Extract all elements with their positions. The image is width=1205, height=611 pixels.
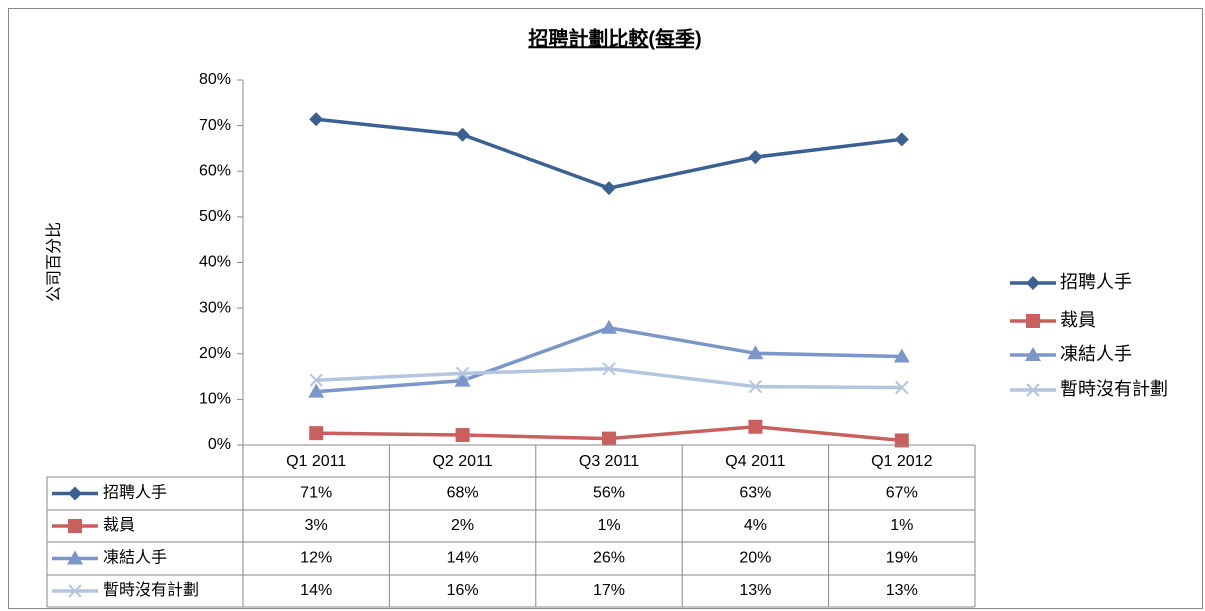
table-cell: 12% (300, 550, 332, 567)
table-cell: 68% (447, 485, 479, 502)
data-point (748, 379, 763, 394)
y-tick-label: 50% (199, 208, 231, 225)
table-row-label: 凍結人手 (103, 549, 167, 567)
table-legend-marker (68, 486, 82, 501)
y-tick-label: 10% (199, 391, 231, 408)
table-cell: 3% (305, 517, 328, 534)
y-tick-label: 40% (199, 254, 231, 271)
data-point (893, 348, 910, 363)
data-point (455, 427, 470, 442)
legend-marker (1025, 347, 1041, 361)
data-point (601, 319, 617, 334)
data-point (747, 345, 764, 360)
y-tick-label: 80% (199, 71, 231, 88)
table-cell: 14% (447, 550, 479, 567)
legend-marker (1026, 314, 1040, 328)
data-point (308, 383, 325, 398)
table-row-label: 招聘人手 (103, 484, 167, 502)
table-cell: 1% (597, 517, 620, 534)
y-tick-label: 70% (199, 117, 231, 134)
data-point (748, 150, 763, 165)
data-point (455, 127, 470, 142)
data-point (748, 419, 763, 434)
table-legend-marker (68, 584, 82, 598)
legend-marker (1026, 383, 1040, 397)
data-point (602, 362, 616, 376)
table-cell: 1% (890, 517, 913, 534)
data-point (454, 372, 471, 387)
data-point (455, 366, 470, 381)
table-cell: 56% (593, 485, 625, 502)
table-cell: 4% (744, 517, 767, 534)
x-tick-label: Q1 2011 (286, 453, 346, 470)
x-tick-label: Q3 2011 (579, 453, 639, 470)
table-legend-marker (68, 519, 82, 533)
table-cell: 71% (300, 485, 332, 502)
data-point (309, 426, 324, 441)
table-cell: 63% (739, 485, 771, 502)
x-tick-label: Q2 2011 (432, 453, 492, 470)
table-cell: 19% (886, 550, 918, 567)
data-point (309, 373, 323, 387)
x-tick-label: Q1 2012 (871, 453, 932, 470)
table-cell: 26% (593, 550, 625, 567)
x-tick-label: Q4 2011 (725, 453, 785, 470)
data-point (895, 380, 909, 395)
y-tick-label: 0% (208, 436, 231, 453)
chart-frame (8, 8, 1203, 609)
legend-label: 裁員 (1060, 310, 1096, 330)
data-point (602, 431, 616, 446)
chart-title: 招聘計劃比較(每季) (528, 26, 701, 50)
y-axis-label: 公司百分比 (45, 222, 63, 302)
table-cell: 14% (300, 582, 332, 599)
data-point (894, 132, 909, 147)
legend-label: 暫時沒有計劃 (1060, 379, 1168, 399)
legend-label: 凍結人手 (1060, 344, 1132, 364)
table-cell: 67% (886, 485, 918, 502)
y-tick-label: 20% (199, 345, 231, 362)
table-cell: 17% (593, 582, 625, 599)
table-cell: 2% (451, 517, 474, 534)
table-cell: 13% (739, 582, 771, 599)
y-tick-label: 60% (199, 162, 231, 179)
legend-marker (1026, 276, 1040, 290)
data-point (309, 112, 324, 127)
table-row-label: 裁員 (103, 516, 135, 534)
data-point (602, 181, 616, 196)
y-tick-label: 30% (199, 299, 231, 316)
table-cell: 20% (739, 550, 771, 567)
table-cell: 16% (447, 582, 479, 599)
table-legend-marker (67, 550, 83, 565)
table-row-label: 暫時沒有計劃 (103, 581, 199, 599)
table-cell: 13% (886, 582, 918, 599)
data-point (894, 433, 909, 448)
legend-label: 招聘人手 (1060, 272, 1132, 292)
